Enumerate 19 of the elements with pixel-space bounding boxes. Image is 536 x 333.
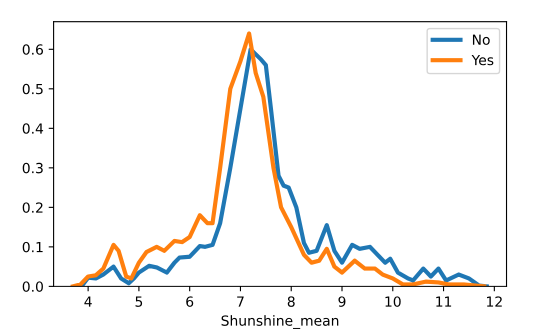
- y-tick-label: 0.6: [22, 44, 44, 55]
- x-tick-label: 4: [84, 296, 92, 307]
- legend-label: Yes: [472, 54, 494, 66]
- legend-label: No: [472, 34, 490, 45]
- x-tick-label: 9: [338, 296, 346, 307]
- x-tick-label: 6: [186, 296, 194, 307]
- x-tick-label: 10: [385, 296, 401, 307]
- x-tick-label: 12: [487, 296, 502, 307]
- x-tick-label: 7: [237, 296, 244, 307]
- x-tick-label: 11: [436, 296, 452, 307]
- x-axis-title: Shunshine_mean: [222, 315, 338, 329]
- y-tick-label: 0.5: [22, 84, 43, 94]
- y-tick-label: 0.0: [22, 281, 43, 292]
- y-tick-label: 0.4: [22, 123, 44, 134]
- y-tick-label: 0.1: [22, 242, 43, 252]
- x-tick-label: 5: [136, 296, 142, 307]
- y-tick-label: 0.2: [22, 202, 42, 213]
- y-tick-label: 0.3: [22, 162, 43, 174]
- x-tick-label: 8: [288, 296, 295, 307]
